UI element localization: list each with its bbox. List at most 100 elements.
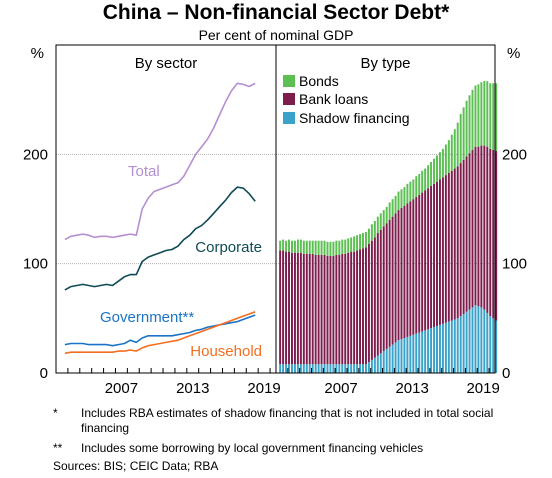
bar-segment bbox=[344, 253, 347, 365]
bar-segment bbox=[427, 165, 430, 189]
bar-segment bbox=[320, 254, 323, 365]
bar-segment bbox=[468, 95, 471, 154]
bar-segment bbox=[299, 239, 302, 253]
bar-segment bbox=[456, 122, 459, 167]
bar-segment bbox=[412, 179, 415, 200]
bar-segment bbox=[311, 240, 314, 254]
bar-segment bbox=[314, 254, 317, 365]
bar-segment bbox=[400, 189, 403, 208]
bar-segment bbox=[388, 219, 391, 347]
bar-segment bbox=[335, 240, 338, 255]
bar-segment bbox=[341, 239, 344, 254]
bar-segment bbox=[394, 342, 397, 373]
bar-segment bbox=[356, 364, 359, 373]
bar-segment bbox=[474, 146, 477, 306]
bar-segment bbox=[385, 348, 388, 373]
bar-segment bbox=[308, 253, 311, 365]
bar-segment bbox=[285, 251, 288, 365]
bar-segment bbox=[326, 256, 329, 365]
y-tick-label: 100 bbox=[502, 256, 527, 273]
bar-segment bbox=[341, 253, 344, 365]
bar-segment bbox=[436, 155, 438, 182]
bar-segment bbox=[364, 364, 367, 373]
bar-segment bbox=[444, 175, 447, 323]
bar-segment bbox=[453, 129, 456, 169]
bar-segment bbox=[302, 253, 305, 365]
bar-segment bbox=[347, 364, 350, 373]
bar-segment bbox=[480, 82, 483, 146]
bar-segment bbox=[308, 240, 311, 254]
y-tick-label: 200 bbox=[23, 146, 48, 163]
bar-segment bbox=[394, 195, 397, 214]
bar-segment bbox=[486, 81, 489, 147]
bar-segment bbox=[492, 83, 495, 150]
bar-segment bbox=[296, 239, 299, 253]
bar-segment bbox=[462, 313, 465, 373]
bar-segment bbox=[285, 364, 288, 373]
series-label: Total bbox=[128, 163, 160, 180]
bar-segment bbox=[495, 151, 498, 321]
bar-segment bbox=[388, 346, 391, 373]
legend-label: Bank loans bbox=[299, 91, 368, 107]
panel-title: By sector bbox=[135, 55, 198, 72]
bar-segment bbox=[495, 320, 498, 373]
bar-segment bbox=[323, 254, 326, 365]
y-unit-label: % bbox=[31, 45, 44, 62]
bar-segment bbox=[350, 237, 353, 252]
bar-segment bbox=[391, 216, 394, 345]
legend-label: Bonds bbox=[299, 73, 339, 89]
bar-segment bbox=[373, 221, 376, 238]
bar-segment bbox=[412, 199, 415, 335]
bar-segment bbox=[409, 335, 412, 373]
bar-segment bbox=[379, 213, 382, 230]
bar-segment bbox=[471, 307, 474, 373]
bar-segment bbox=[477, 306, 480, 373]
bar-segment bbox=[424, 330, 427, 373]
bar-segment bbox=[370, 359, 373, 373]
y-tick-label: 0 bbox=[40, 365, 48, 382]
bar-segment bbox=[373, 237, 376, 358]
bar-segment bbox=[456, 166, 459, 319]
bar-segment bbox=[483, 309, 486, 373]
x-tick-label: 2007 bbox=[324, 380, 357, 397]
bar-segment bbox=[291, 240, 293, 253]
bar-segment bbox=[453, 319, 456, 373]
bar-segment bbox=[415, 333, 418, 373]
bar-segment bbox=[441, 148, 444, 178]
bar-segment bbox=[471, 149, 474, 308]
bar-segment bbox=[359, 234, 362, 250]
bar-segment bbox=[329, 256, 332, 365]
bar-segment bbox=[441, 323, 444, 373]
bar-segment bbox=[359, 364, 362, 373]
bar-segment bbox=[418, 332, 421, 373]
bar-segment bbox=[356, 250, 359, 365]
chart-canvas: Total Corporate Government** Household Bonds… bbox=[23, 44, 527, 397]
bar-segment bbox=[438, 324, 441, 373]
bar-segment bbox=[302, 364, 305, 373]
bar-segment bbox=[299, 364, 302, 373]
bar-segment bbox=[421, 331, 424, 373]
bar-segment bbox=[367, 228, 370, 244]
bar-segment bbox=[282, 239, 285, 251]
bar-segment bbox=[293, 240, 296, 253]
bar-segment bbox=[347, 238, 350, 253]
bar-segment bbox=[391, 199, 394, 217]
bar-segment bbox=[403, 338, 406, 373]
bar-segment bbox=[495, 83, 498, 152]
bar-segment bbox=[364, 231, 367, 248]
bar-segment bbox=[373, 357, 376, 373]
bar-segment bbox=[279, 240, 282, 251]
bar-segment bbox=[450, 134, 453, 171]
series-label: Household bbox=[190, 343, 262, 360]
y-unit-label: % bbox=[507, 45, 520, 62]
y-tick-label: 0 bbox=[502, 365, 510, 382]
bar-segment bbox=[311, 253, 314, 365]
bar-segment bbox=[359, 249, 362, 365]
bar-segment bbox=[468, 153, 471, 310]
bar-segment bbox=[483, 81, 486, 146]
bar-segment bbox=[424, 190, 427, 331]
x-tick-label: 2013 bbox=[176, 380, 209, 397]
bar-segment bbox=[367, 362, 370, 373]
bar-segment bbox=[382, 226, 385, 352]
bar-segment bbox=[364, 247, 367, 365]
